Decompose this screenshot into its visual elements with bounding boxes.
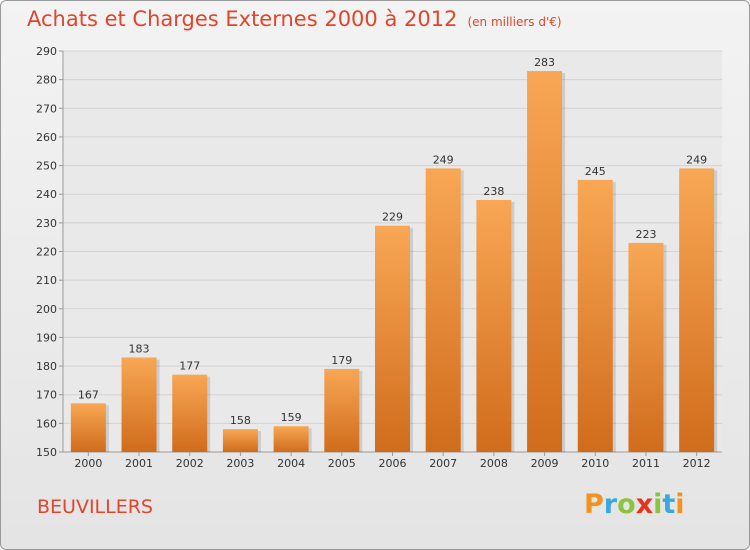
chart-title: Achats et Charges Externes 2000 à 2012 (e… bbox=[27, 7, 562, 31]
logo-letter: P bbox=[584, 489, 604, 520]
y-tick-label: 170 bbox=[36, 389, 57, 402]
chart-title-text: Achats et Charges Externes 2000 à 2012 bbox=[27, 7, 458, 31]
town-name: BEUVILLERS bbox=[37, 496, 153, 518]
data-label-2002: 177 bbox=[179, 360, 200, 373]
y-tick-label: 180 bbox=[36, 360, 57, 373]
data-label-2006: 229 bbox=[382, 211, 403, 224]
x-tick-label: 2008 bbox=[480, 457, 508, 470]
data-label-2000: 167 bbox=[78, 388, 99, 401]
y-tick-label: 220 bbox=[36, 246, 57, 259]
data-label-2011: 223 bbox=[635, 228, 656, 241]
x-tick-label: 2007 bbox=[429, 457, 457, 470]
x-tick-label: 2006 bbox=[379, 457, 407, 470]
bar-2007 bbox=[425, 168, 461, 452]
x-tick-label: 2010 bbox=[581, 457, 609, 470]
data-label-2008: 238 bbox=[483, 185, 504, 198]
bar-2011 bbox=[628, 242, 664, 452]
x-tick-label: 2002 bbox=[176, 457, 204, 470]
bar-2006 bbox=[375, 225, 410, 452]
x-tick-label: 2004 bbox=[277, 457, 305, 470]
logo-letter: i bbox=[653, 489, 663, 520]
y-tick-label: 230 bbox=[36, 217, 57, 230]
y-tick-label: 270 bbox=[36, 102, 57, 115]
bar-2001 bbox=[121, 357, 157, 452]
bar-2010 bbox=[577, 179, 613, 452]
bar-2005 bbox=[324, 368, 360, 452]
logo-letter: x bbox=[635, 489, 654, 520]
bar-2008 bbox=[476, 199, 512, 452]
data-label-2004: 159 bbox=[281, 411, 302, 424]
data-label-2010: 245 bbox=[585, 165, 606, 178]
bar-2009 bbox=[527, 71, 563, 453]
y-tick-label: 260 bbox=[36, 131, 57, 144]
y-tick-label: 160 bbox=[36, 417, 57, 430]
x-tick-label: 2011 bbox=[632, 457, 660, 470]
bar-2004 bbox=[273, 426, 309, 452]
y-tick-label: 200 bbox=[36, 303, 57, 316]
x-tick-label: 2012 bbox=[683, 457, 711, 470]
logo-letter: t bbox=[662, 489, 676, 520]
data-label-2009: 283 bbox=[534, 56, 555, 69]
bar-2003 bbox=[222, 429, 258, 452]
x-tick-label: 2001 bbox=[125, 457, 153, 470]
y-tick-label: 250 bbox=[36, 160, 57, 173]
x-tick-label: 2003 bbox=[226, 457, 254, 470]
data-label-2001: 183 bbox=[129, 342, 150, 355]
y-tick-label: 290 bbox=[36, 45, 57, 58]
y-tick-label: 210 bbox=[36, 274, 57, 287]
data-label-2003: 158 bbox=[230, 414, 251, 427]
bar-2002 bbox=[172, 374, 208, 452]
logo-letter: o bbox=[617, 489, 636, 520]
data-label-2005: 179 bbox=[331, 354, 352, 367]
data-label-2007: 249 bbox=[433, 153, 454, 166]
chart-unit: (en milliers d'€) bbox=[467, 15, 562, 29]
proxiti-logo: Proxiti bbox=[584, 489, 685, 520]
logo-letter: r bbox=[603, 489, 618, 520]
x-tick-label: 2000 bbox=[74, 457, 102, 470]
bar-2012 bbox=[679, 168, 715, 452]
y-tick-label: 280 bbox=[36, 74, 57, 87]
bar-2000 bbox=[70, 403, 106, 452]
data-label-2012: 249 bbox=[686, 153, 707, 166]
y-tick-label: 150 bbox=[36, 446, 57, 459]
y-tick-label: 240 bbox=[36, 188, 57, 201]
logo-letter: i bbox=[675, 489, 685, 520]
x-tick-label: 2005 bbox=[328, 457, 356, 470]
y-tick-label: 190 bbox=[36, 331, 57, 344]
x-tick-label: 2009 bbox=[531, 457, 559, 470]
